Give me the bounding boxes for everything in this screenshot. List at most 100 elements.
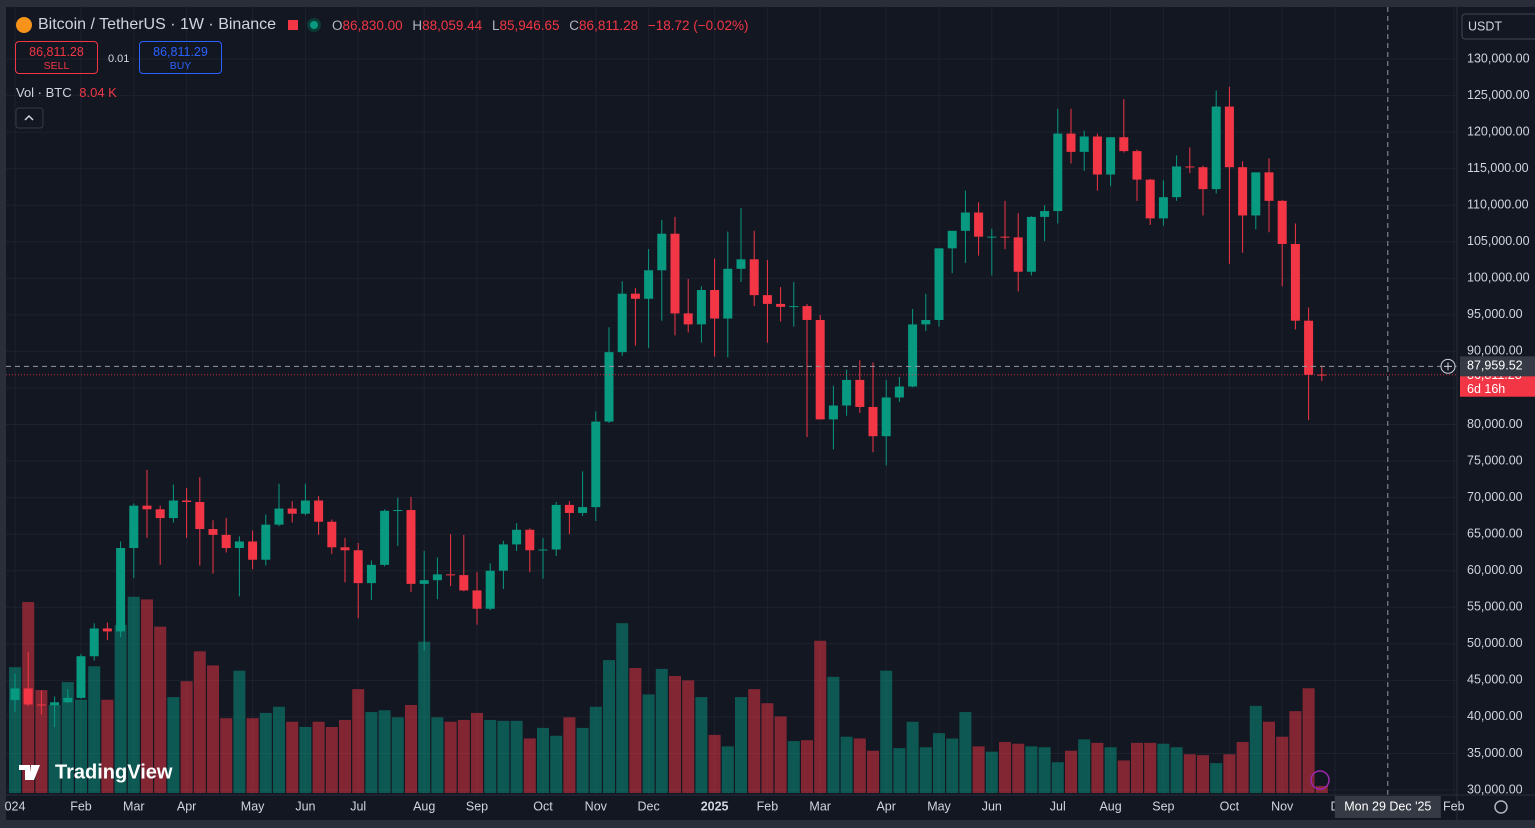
y-tick-label: 40,000.00 bbox=[1467, 709, 1523, 723]
volume-bar bbox=[365, 712, 378, 793]
candle-body bbox=[327, 521, 337, 548]
x-tick-label: Oct bbox=[1220, 799, 1240, 813]
volume-bar bbox=[1065, 750, 1077, 793]
candle-body bbox=[76, 656, 86, 698]
candle-body bbox=[1290, 243, 1300, 321]
volume-bar bbox=[259, 712, 272, 793]
x-tick-label: Feb bbox=[757, 799, 779, 813]
candle-body bbox=[894, 386, 904, 398]
candle-body bbox=[1040, 211, 1050, 217]
candle-body bbox=[723, 268, 733, 319]
y-tick-label: 105,000.00 bbox=[1467, 234, 1530, 248]
y-tick-label: 130,000.00 bbox=[1467, 51, 1530, 65]
volume-bar bbox=[75, 699, 87, 793]
candle-body bbox=[881, 397, 891, 437]
candle-body bbox=[710, 290, 720, 319]
volume-bar bbox=[510, 720, 523, 793]
candle-body bbox=[36, 704, 46, 706]
candle-body bbox=[736, 259, 746, 269]
buy-price: 86,811.29 bbox=[153, 45, 208, 59]
volume-bar bbox=[523, 738, 536, 793]
ohlc-value: 85,946.65 bbox=[499, 17, 560, 33]
y-tick-label: 60,000.00 bbox=[1467, 563, 1523, 577]
candle-body bbox=[1172, 166, 1182, 198]
candle-body bbox=[908, 324, 918, 387]
candle-body bbox=[762, 295, 772, 304]
x-tick-label: Jul bbox=[1050, 799, 1066, 813]
candle-body bbox=[353, 550, 363, 584]
volume-bar bbox=[88, 666, 101, 793]
currency[interactable]: USDT bbox=[1468, 19, 1502, 33]
crosshair-date: Mon 29 Dec '25 bbox=[1344, 799, 1431, 813]
volume-bar bbox=[405, 705, 417, 793]
candle-body bbox=[23, 688, 33, 705]
candle-body bbox=[551, 504, 561, 550]
volume-bar bbox=[1051, 762, 1064, 793]
volume-bar bbox=[933, 733, 945, 793]
y-tick-label: 75,000.00 bbox=[1467, 453, 1523, 467]
candle-body bbox=[1211, 106, 1221, 190]
volume-bar bbox=[352, 689, 365, 793]
candle-body bbox=[1119, 137, 1129, 152]
candle-body bbox=[630, 293, 640, 299]
currency-box[interactable]: USDT bbox=[1461, 13, 1535, 40]
volume-bar bbox=[1302, 688, 1315, 793]
candle-body bbox=[366, 564, 376, 584]
volume-bar bbox=[1078, 739, 1091, 793]
candle-body bbox=[195, 501, 205, 530]
candle-body bbox=[1013, 237, 1023, 272]
candle-body bbox=[472, 590, 482, 609]
volume-bar bbox=[1104, 747, 1117, 793]
ohlc-key: O bbox=[332, 17, 343, 33]
buy-button[interactable]: 86,811.29 BUY bbox=[139, 41, 222, 74]
x-tick-label: Oct bbox=[533, 799, 553, 813]
candle-body bbox=[155, 509, 165, 519]
x-tick-label: May bbox=[927, 799, 951, 813]
candle-body bbox=[485, 570, 495, 609]
volume-bar bbox=[1144, 742, 1157, 793]
volume-bar bbox=[114, 624, 127, 793]
volume-bar bbox=[893, 748, 906, 793]
volume-bar bbox=[972, 746, 985, 793]
flag[interactable] bbox=[288, 20, 299, 30]
candle-body bbox=[1132, 151, 1142, 180]
volume-bar bbox=[299, 727, 312, 793]
sell-button[interactable]: 86,811.28 SELL bbox=[15, 41, 98, 74]
alert-icon[interactable] bbox=[1310, 770, 1330, 790]
candle-body bbox=[419, 580, 429, 584]
candle-body bbox=[129, 505, 139, 549]
volume-bar bbox=[167, 697, 180, 793]
y-tick-label: 55,000.00 bbox=[1467, 600, 1523, 614]
collapse-button[interactable] bbox=[15, 107, 44, 129]
y-tick-label: 70,000.00 bbox=[1467, 490, 1523, 504]
volume-bar bbox=[220, 718, 233, 793]
volume-bar bbox=[1223, 754, 1236, 793]
settings-icon[interactable] bbox=[1494, 800, 1508, 814]
candle-body bbox=[842, 379, 852, 406]
volume-bar bbox=[233, 670, 246, 793]
ohlc: O86,830.00 H88,059.44 L85,946.65 C86,811… bbox=[332, 18, 754, 33]
y-tick-label: 115,000.00 bbox=[1467, 161, 1529, 175]
volume-bar bbox=[603, 660, 615, 793]
candle-body bbox=[921, 319, 931, 325]
volume-bar bbox=[1289, 711, 1302, 793]
ohlc-key: L bbox=[491, 17, 500, 33]
candle-body bbox=[10, 688, 20, 701]
quantity[interactable]: 0.01 bbox=[108, 53, 130, 65]
candle-body bbox=[525, 529, 535, 551]
volume-bar bbox=[576, 727, 589, 793]
x-tick-label: Nov bbox=[1271, 799, 1294, 813]
x-tick-label: Jun bbox=[295, 799, 315, 813]
candle-body bbox=[432, 574, 442, 581]
volume-bar bbox=[748, 689, 761, 793]
volume-bar bbox=[48, 705, 61, 793]
candle-body bbox=[855, 379, 865, 407]
candle-body bbox=[776, 303, 786, 307]
x-tick-label: Aug bbox=[1099, 799, 1121, 813]
status-dot bbox=[310, 21, 319, 29]
y-tick-label: 30,000.00 bbox=[1467, 782, 1523, 796]
volume-legend: Vol · BTC 8.04 K bbox=[16, 85, 117, 100]
volume-bar bbox=[141, 599, 153, 793]
volume-bar bbox=[207, 665, 219, 793]
